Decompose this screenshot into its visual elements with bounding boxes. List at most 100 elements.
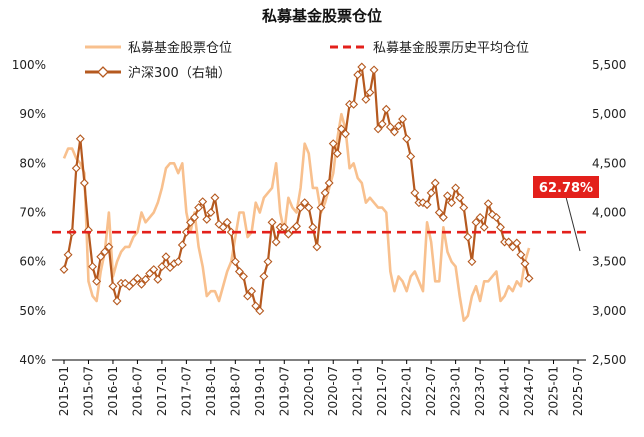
csi300-point	[243, 291, 253, 301]
csi300-point	[92, 276, 102, 286]
csi300-point	[394, 121, 403, 131]
csi300-point	[186, 217, 195, 227]
x-axis-tick-label: 2025-07	[571, 366, 585, 416]
x-axis-tick-label: 2016-07	[130, 366, 144, 416]
csi300-point	[210, 193, 220, 203]
right-axis-ticks: 2,500 3,000 3,500 4,000 4,500 5,000 5,500	[592, 58, 626, 367]
csi300-point	[463, 232, 473, 242]
csi300-point	[357, 62, 367, 72]
csi300-point	[332, 149, 342, 158]
csi300-point	[279, 222, 289, 232]
csi300-point	[410, 188, 420, 198]
x-axis-tick-label: 2019-01	[253, 366, 267, 416]
csi300-point	[149, 265, 159, 274]
x-axis-tick-label: 2019-07	[277, 366, 291, 416]
csi300-point	[369, 65, 379, 75]
csi300-point	[181, 227, 191, 237]
left-axis-tick-label: 80%	[19, 156, 46, 170]
csi300-point	[471, 217, 481, 227]
csi300-point	[177, 240, 187, 250]
csi300-point	[467, 257, 477, 267]
x-axis-tick-label: 2021-01	[351, 366, 365, 416]
csi300-point	[206, 208, 216, 217]
csi300-point	[353, 70, 363, 80]
csi300-point	[271, 237, 281, 247]
csi300-point	[312, 242, 322, 252]
right-axis-tick-label: 3,000	[592, 304, 626, 318]
csi300-point	[426, 188, 436, 198]
csi300-point	[239, 271, 248, 281]
csi300-point	[455, 193, 465, 203]
csi300-point	[226, 227, 236, 237]
csi300-point	[198, 197, 208, 207]
csi300-point	[88, 262, 98, 272]
legend: 私募基金股票仓位 私募基金股票历史平均仓位 沪深300（右轴）	[85, 40, 529, 81]
csi300-point	[504, 237, 514, 247]
legend-item-csi300: 沪深300（右轴）	[85, 65, 231, 81]
x-axis-tick-label: 2016-01	[106, 366, 120, 416]
csi300-point	[443, 191, 452, 201]
legend-label-private-fund-position: 私募基金股票仓位	[128, 40, 232, 56]
x-axis-tick-label: 2015-01	[57, 366, 71, 416]
csi300-point	[251, 301, 261, 311]
csi300-point	[79, 178, 89, 188]
csi300-point	[234, 267, 244, 276]
csi300-point	[292, 221, 301, 231]
callout-leader-line	[565, 196, 581, 252]
left-axis-ticks: 40% 50% 60% 70% 80% 90% 100%	[12, 58, 46, 367]
csi300-point	[63, 250, 73, 260]
csi300-point	[190, 212, 199, 222]
csi300-point	[512, 238, 522, 248]
csi300-point	[434, 208, 444, 217]
left-axis-tick-label: 40%	[19, 353, 46, 367]
csi300-point	[430, 178, 440, 188]
csi300-point	[296, 203, 306, 213]
csi300-point	[222, 217, 232, 227]
csi300-point	[202, 214, 212, 224]
csi300-point	[259, 271, 269, 281]
csi300-point	[491, 212, 501, 222]
csi300-point	[389, 127, 399, 137]
x-axis-tick-label: 2022-01	[400, 366, 414, 416]
x-axis-tick-label: 2022-07	[424, 366, 438, 416]
csi300-point	[304, 203, 314, 213]
csi300-point	[161, 252, 171, 262]
csi300-point	[365, 88, 375, 97]
csi300-point	[479, 222, 489, 232]
csi300-point	[524, 273, 534, 283]
csi300-point	[132, 273, 142, 283]
x-axis-tick-label: 2024-01	[498, 366, 512, 416]
chart-title: 私募基金股票仓位	[261, 7, 382, 25]
legend-label-csi300: 沪深300（右轴）	[128, 65, 231, 81]
csi300-point	[104, 242, 114, 252]
csi300-point	[137, 279, 146, 289]
csi300-point	[385, 122, 395, 132]
csi300-point	[255, 306, 265, 316]
left-axis-tick-label: 90%	[19, 107, 46, 121]
x-axis-tick-label: 2018-01	[204, 366, 218, 416]
csi300-point	[320, 188, 330, 198]
csi300-point	[402, 134, 412, 144]
csi300-point	[75, 134, 85, 144]
right-axis-tick-label: 2,500	[592, 353, 626, 367]
csi300-point	[96, 252, 106, 262]
csi300-point	[141, 274, 151, 284]
csi300-point	[153, 274, 163, 284]
csi300-point	[422, 200, 432, 210]
x-axis-tick-label: 2023-01	[449, 366, 463, 416]
left-axis-tick-label: 60%	[19, 255, 46, 269]
x-axis-ticks: 2015-01 2015-07 2016-01 2016-07 2017-01 2017-…	[57, 360, 585, 416]
right-axis-tick-label: 4,000	[592, 206, 626, 220]
legend-item-private-fund-position: 私募基金股票仓位	[85, 40, 232, 56]
csi300-point	[381, 104, 391, 114]
csi300-point	[157, 262, 167, 272]
csi300-point	[438, 212, 448, 222]
left-axis-tick-label: 70%	[19, 206, 46, 220]
csi300-point	[496, 222, 505, 232]
csi300-point	[300, 198, 310, 208]
csi300-point	[361, 94, 371, 104]
csi300-point	[71, 163, 81, 173]
right-axis-tick-label: 5,000	[592, 107, 626, 121]
csi300-point	[267, 217, 277, 227]
